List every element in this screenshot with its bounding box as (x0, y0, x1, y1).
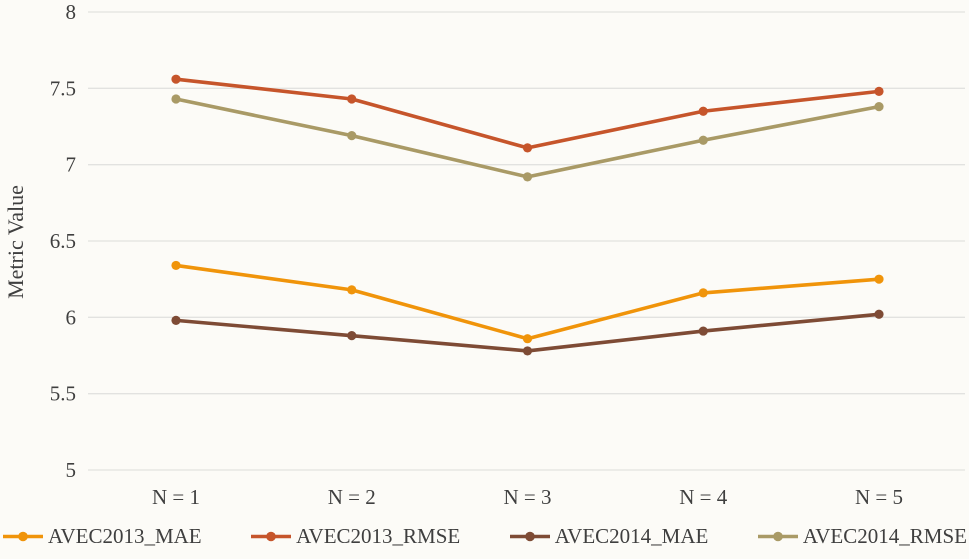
data-point-marker-AVEC2014_MAE (874, 309, 884, 319)
legend-label: AVEC2013_RMSE (296, 524, 461, 548)
series-line-AVEC2014_MAE (174, 312, 881, 353)
data-point-marker-AVEC2014_RMSE (522, 172, 533, 182)
y-tick-label: 7.5 (50, 76, 76, 100)
data-point-marker-AVEC2013_RMSE (347, 94, 357, 104)
data-point-marker-AVEC2013_RMSE (874, 86, 884, 96)
data-point-marker-AVEC2014_MAE (698, 326, 708, 336)
y-tick-label: 5.5 (50, 382, 76, 406)
legend-label: AVEC2013_MAE (48, 524, 202, 548)
legend-item-AVEC2013_MAE: AVEC2013_MAE (2, 524, 202, 549)
y-tick-label: 5 (66, 458, 77, 482)
data-point-marker-AVEC2013_MAE (347, 285, 357, 295)
legend-line-marker-icon (3, 531, 43, 542)
data-point-marker-AVEC2013_RMSE (522, 143, 533, 153)
x-tick-label: N = 3 (503, 485, 551, 509)
chart-svg: 8 7.5 7 6.5 6 5.5 5 N = 1 N = 2 N = 3 N = 4 N = 5 (50, 0, 965, 509)
y-tick-label: 6.5 (50, 229, 76, 253)
data-point-marker-AVEC2014_RMSE (874, 102, 884, 112)
legend-item-AVEC2014_MAE: AVEC2014_MAE (509, 524, 709, 549)
legend-label: AVEC2014_RMSE (802, 524, 967, 548)
data-point-marker-AVEC2014_RMSE (171, 94, 181, 104)
data-point-marker-AVEC2013_MAE (171, 260, 181, 271)
x-tick-label: N = 1 (152, 485, 200, 509)
data-point-marker-AVEC2014_MAE (171, 315, 181, 325)
data-point-marker-AVEC2013_MAE (522, 334, 533, 344)
legend-line-marker-icon (509, 531, 550, 542)
data-point-marker-AVEC2014_MAE (522, 346, 533, 356)
data-point-marker-AVEC2013_MAE (874, 274, 884, 284)
x-tick-label: N = 2 (328, 485, 376, 509)
data-point-marker-AVEC2013_RMSE (171, 74, 181, 84)
y-tick-label: 6 (66, 305, 77, 329)
y-tick-label: 8 (66, 0, 77, 24)
data-point-marker-AVEC2014_RMSE (698, 135, 708, 145)
legend-line-marker-icon (251, 531, 292, 542)
series-line-AVEC2013_RMSE (174, 77, 881, 150)
data-point-marker-AVEC2013_MAE (698, 288, 708, 298)
y-tick-label: 7 (66, 153, 77, 177)
legend-item-AVEC2014_RMSE: AVEC2014_RMSE (757, 524, 967, 549)
chart-legend: AVEC2013_MAE AVEC2013_RMSE AVEC2014_MAE AVE… (0, 514, 969, 559)
x-tick-label: N = 4 (679, 485, 728, 509)
data-point-marker-AVEC2014_MAE (347, 331, 357, 341)
data-point-marker-AVEC2013_RMSE (698, 106, 708, 116)
legend-label: AVEC2014_MAE (554, 524, 709, 548)
legend-item-AVEC2013_RMSE: AVEC2013_RMSE (250, 524, 460, 549)
data-point-marker-AVEC2014_RMSE (347, 131, 357, 141)
x-tick-label: N = 5 (855, 485, 903, 509)
y-axis-title: Metric Value (3, 185, 28, 299)
legend-line-marker-icon (757, 531, 798, 542)
series-line-AVEC2013_MAE (174, 263, 881, 341)
